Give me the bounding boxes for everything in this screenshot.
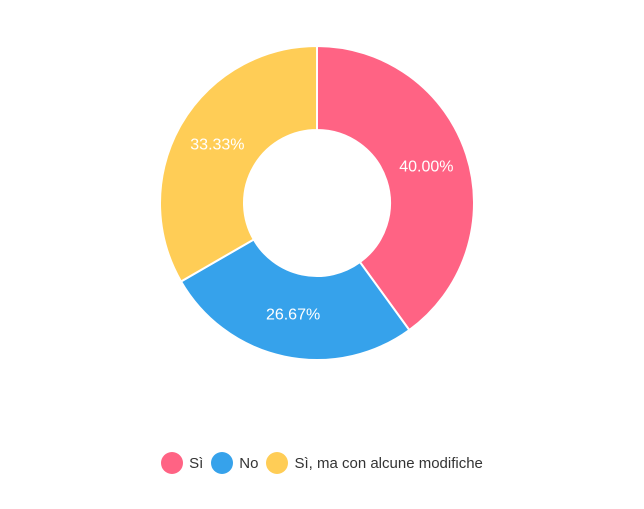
data-label-si-modifiche: 33.33% [190,137,244,154]
legend-swatch-no [211,452,234,474]
data-label-si: 40.00% [399,159,453,176]
legend-item-si[interactable]: Sì [161,452,203,474]
legend-label-no: No [239,454,259,472]
slice-si-modifiche[interactable] [159,44,318,283]
legend: Sì No Sì, ma con alcune modifiche [0,448,644,478]
legend-swatch-si-modifiche [266,452,289,474]
slice-no[interactable] [179,238,411,361]
slice-si[interactable] [316,44,475,332]
legend-item-no[interactable]: No [211,452,258,474]
data-label-no: 26.67% [266,307,320,324]
legend-item-si-modifiche[interactable]: Sì, ma con alcune modifiche [266,452,483,474]
legend-swatch-si [161,452,184,474]
legend-label-si-modifiche: Sì, ma con alcune modifiche [294,454,483,472]
legend-label-si: Sì [189,454,204,472]
